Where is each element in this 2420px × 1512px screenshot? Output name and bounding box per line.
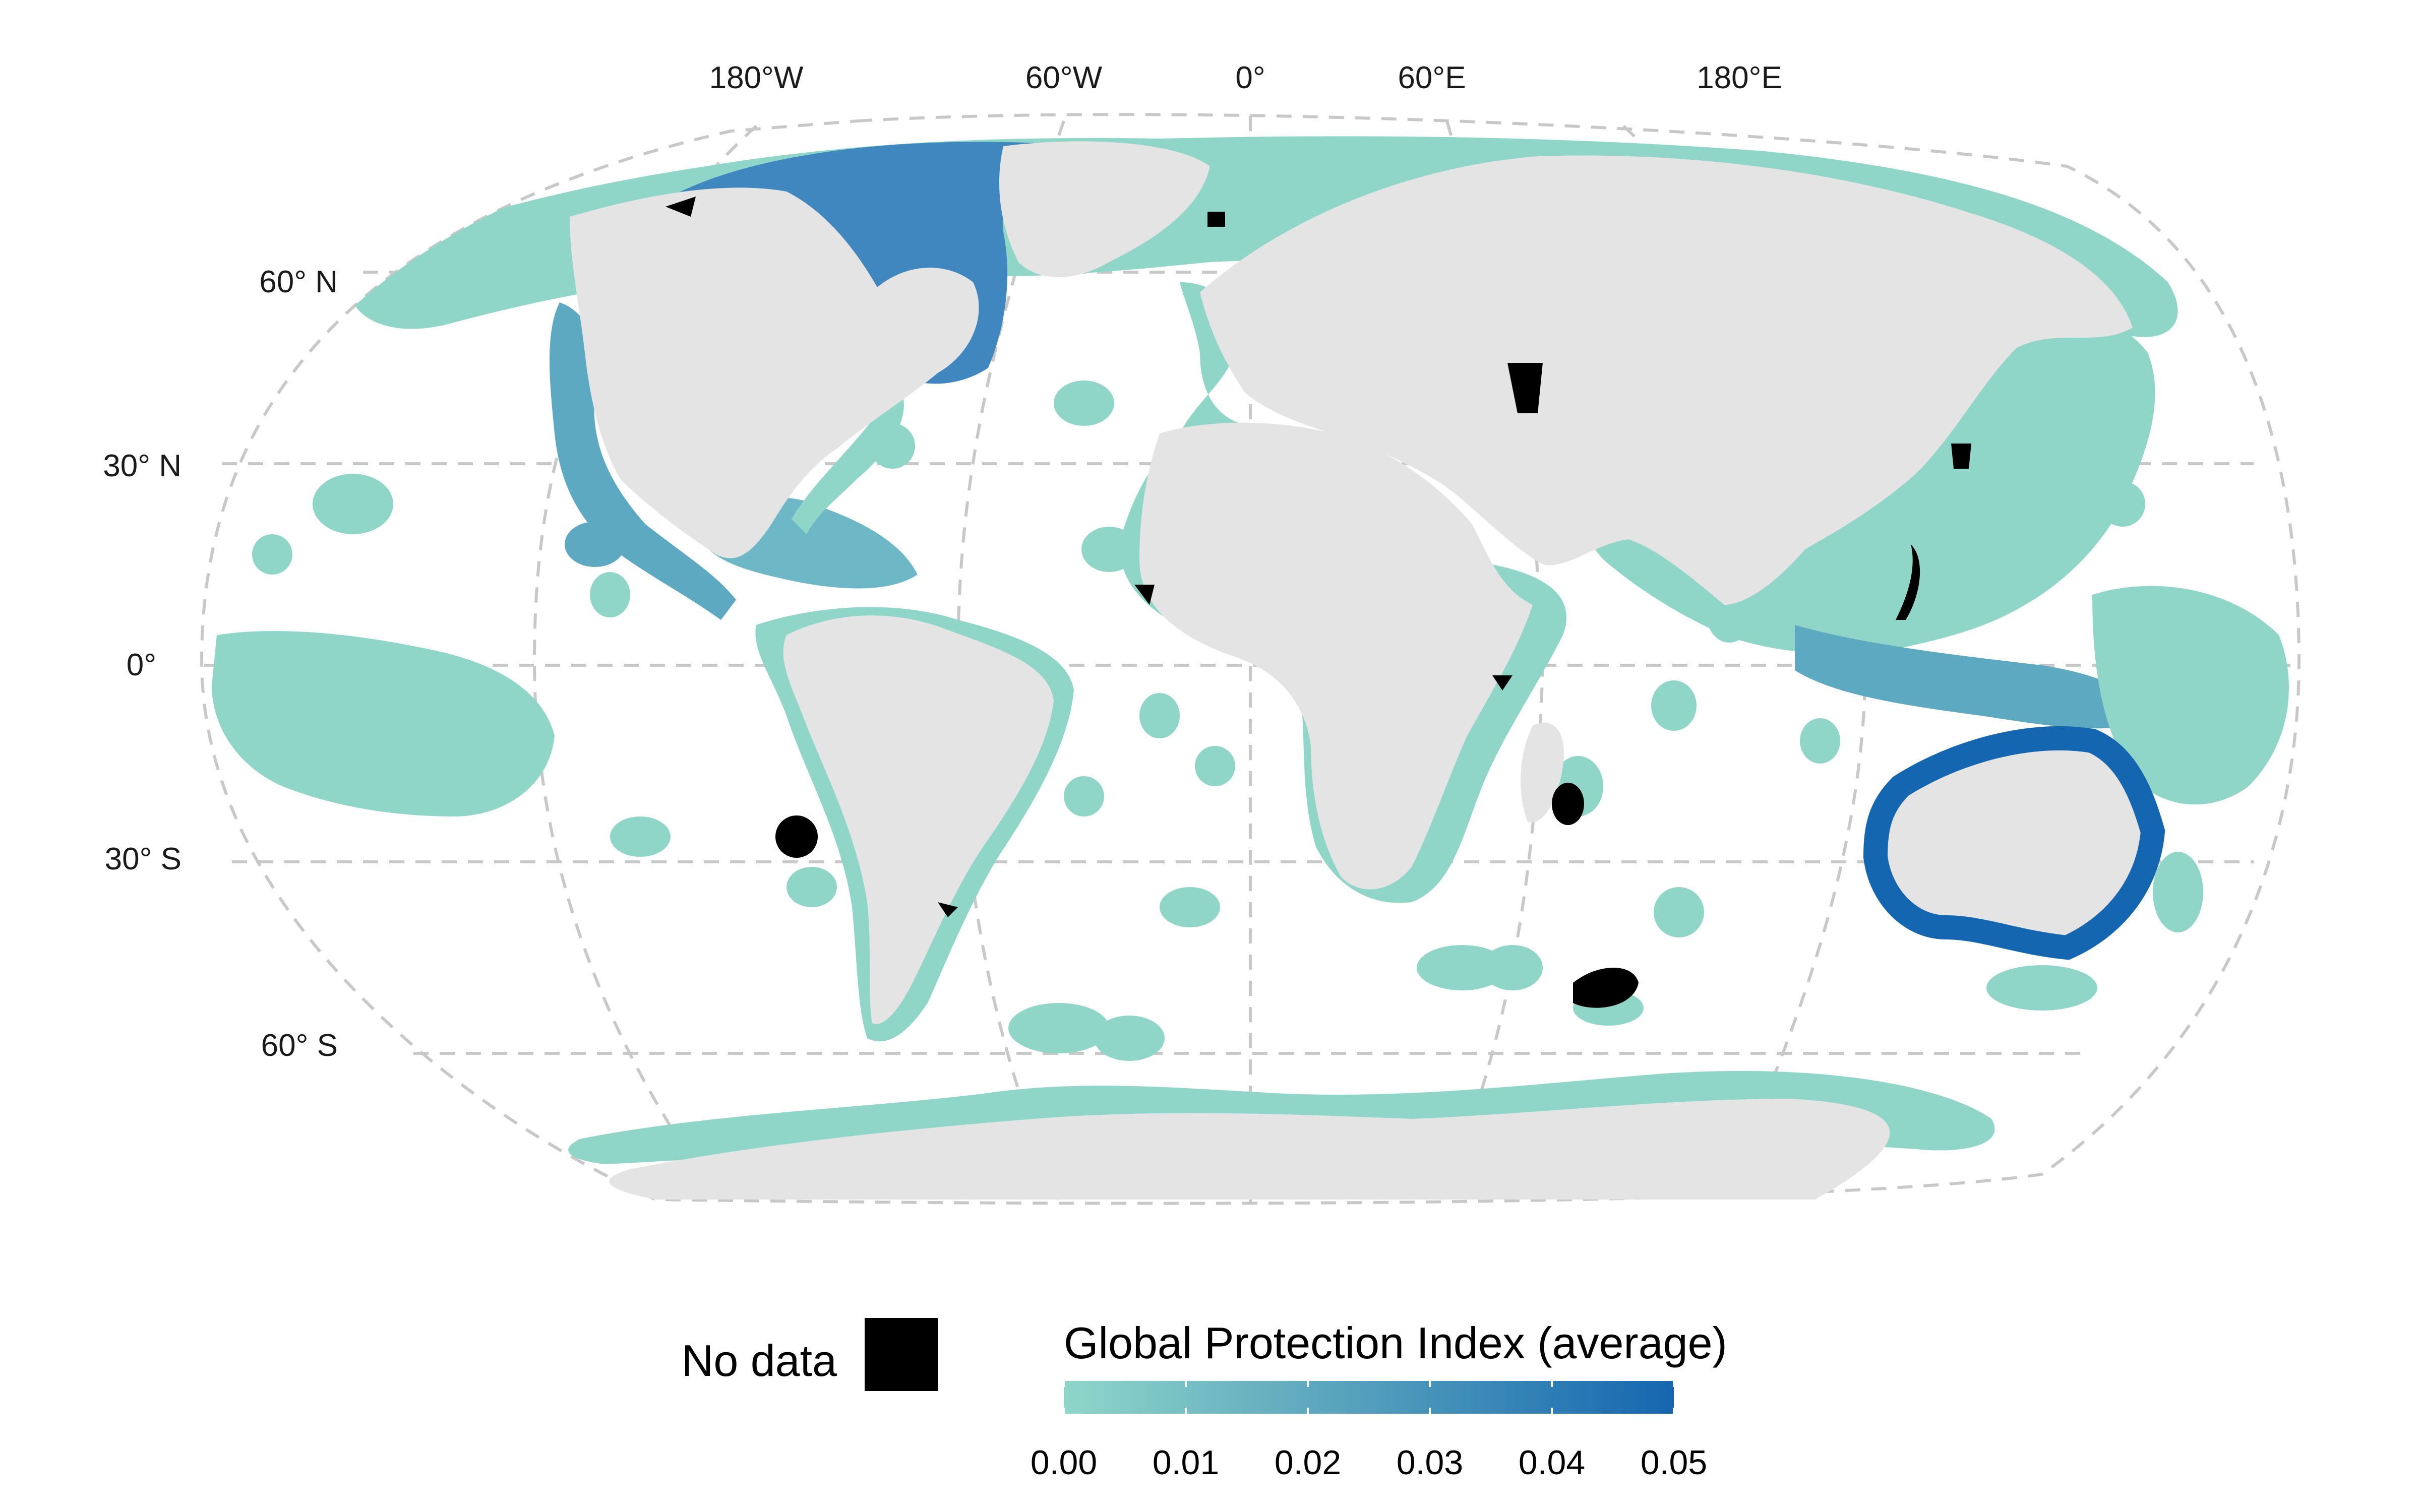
latitude-labels: 60° N 30° N 0° 30° S 60° S	[103, 265, 338, 1063]
no-data-patch	[1896, 544, 1920, 620]
offshore-zone	[2017, 509, 2057, 549]
land-greenland	[999, 141, 1210, 277]
offshore-zone	[1094, 1016, 1165, 1061]
offshore-zone	[1054, 381, 1114, 426]
meridian-60e	[1440, 120, 1545, 1201]
offshore-zone	[870, 423, 915, 469]
legend-colorbar: Global Protection Index (average) 0.00 0.…	[1031, 1318, 1727, 1482]
offshore-zone	[1160, 887, 1220, 927]
offshore-zone	[565, 522, 625, 567]
offshore-zone	[1800, 718, 1840, 764]
australia-high-protection	[1863, 726, 2165, 960]
indonesia-region	[1795, 625, 2148, 729]
offshore-zone	[1986, 965, 2097, 1011]
land-south-america	[783, 615, 1054, 1024]
no-data-swatch	[865, 1318, 938, 1391]
colorbar-tick-label: 0.04	[1519, 1443, 1585, 1482]
no-data-patch	[1207, 212, 1225, 227]
lon-label-180w: 180°W	[709, 60, 804, 95]
lon-label-60e: 60°E	[1398, 60, 1466, 95]
no-data-patch	[1492, 675, 1512, 690]
colorbar-tick-label: 0.05	[1641, 1443, 1707, 1482]
offshore-zone	[1064, 776, 1104, 816]
lat-label-30s: 30° S	[105, 842, 182, 876]
offshore-zone	[1654, 887, 1704, 937]
colorbar-tick-label: 0.00	[1031, 1443, 1097, 1482]
lon-label-180e: 180°E	[1697, 60, 1782, 95]
no-data-regions	[666, 197, 1971, 1008]
land-antarctica	[609, 1099, 1890, 1200]
lat-label-30n: 30° N	[103, 449, 182, 483]
land-australia	[1876, 738, 2153, 948]
offshore-zone	[1008, 1003, 1109, 1053]
land-eurasia	[1200, 155, 2133, 605]
offshore-zone	[2100, 481, 2145, 527]
offshore-zone	[610, 816, 671, 857]
no-data-patch	[775, 815, 818, 858]
offshore-zone	[252, 534, 292, 575]
lat-label-0: 0°	[127, 648, 156, 682]
colorbar-tick-label: 0.02	[1275, 1443, 1341, 1482]
legend-no-data: No data	[682, 1318, 938, 1391]
colorbar-gradient	[1064, 1381, 1674, 1414]
colorbar-title: Global Protection Index (average)	[1064, 1318, 1727, 1368]
land-north-america	[570, 187, 979, 558]
globe-outline	[200, 113, 2301, 1205]
offshore-zone	[313, 474, 393, 534]
offshore-zone	[2153, 852, 2203, 932]
lon-label-0: 0°	[1235, 60, 1265, 95]
no-data-patch	[1134, 585, 1155, 605]
longitude-labels: 180°W 60°W 0° 60°E 180°E	[709, 60, 1782, 95]
no-data-patch	[666, 197, 696, 217]
offshore-zone	[1651, 680, 1697, 731]
colorbar-tick-label: 0.03	[1397, 1443, 1463, 1482]
no-data-patch	[1507, 363, 1543, 413]
no-data-patch	[1552, 783, 1584, 825]
lat-label-60s: 60° S	[261, 1028, 338, 1063]
no-data-patch	[1573, 968, 1639, 1008]
pacific-islands-west	[212, 631, 555, 816]
no-data-patch	[938, 902, 958, 917]
offshore-zone	[1139, 693, 1180, 738]
offshore-zone	[1081, 527, 1137, 572]
offshore-zone	[1195, 746, 1235, 786]
land-masses	[570, 141, 2153, 1200]
offshore-zone	[590, 572, 630, 617]
colorbar-tick-label: 0.01	[1153, 1443, 1219, 1482]
offshore-zone	[1417, 945, 1507, 990]
lon-label-60w: 60°W	[1025, 60, 1103, 95]
colorbar-ticks: 0.00 0.01 0.02 0.03 0.04 0.05	[1031, 1381, 1707, 1482]
lat-label-60n: 60° N	[259, 265, 338, 299]
offshore-zone	[1482, 945, 1543, 990]
americas-atlantic-coast	[792, 383, 904, 534]
offshore-zone	[786, 867, 837, 907]
land-africa	[1139, 422, 1533, 890]
no-data-patch	[1951, 444, 1971, 469]
no-data-label: No data	[682, 1336, 837, 1385]
pacific-islands-east	[2092, 586, 2289, 805]
